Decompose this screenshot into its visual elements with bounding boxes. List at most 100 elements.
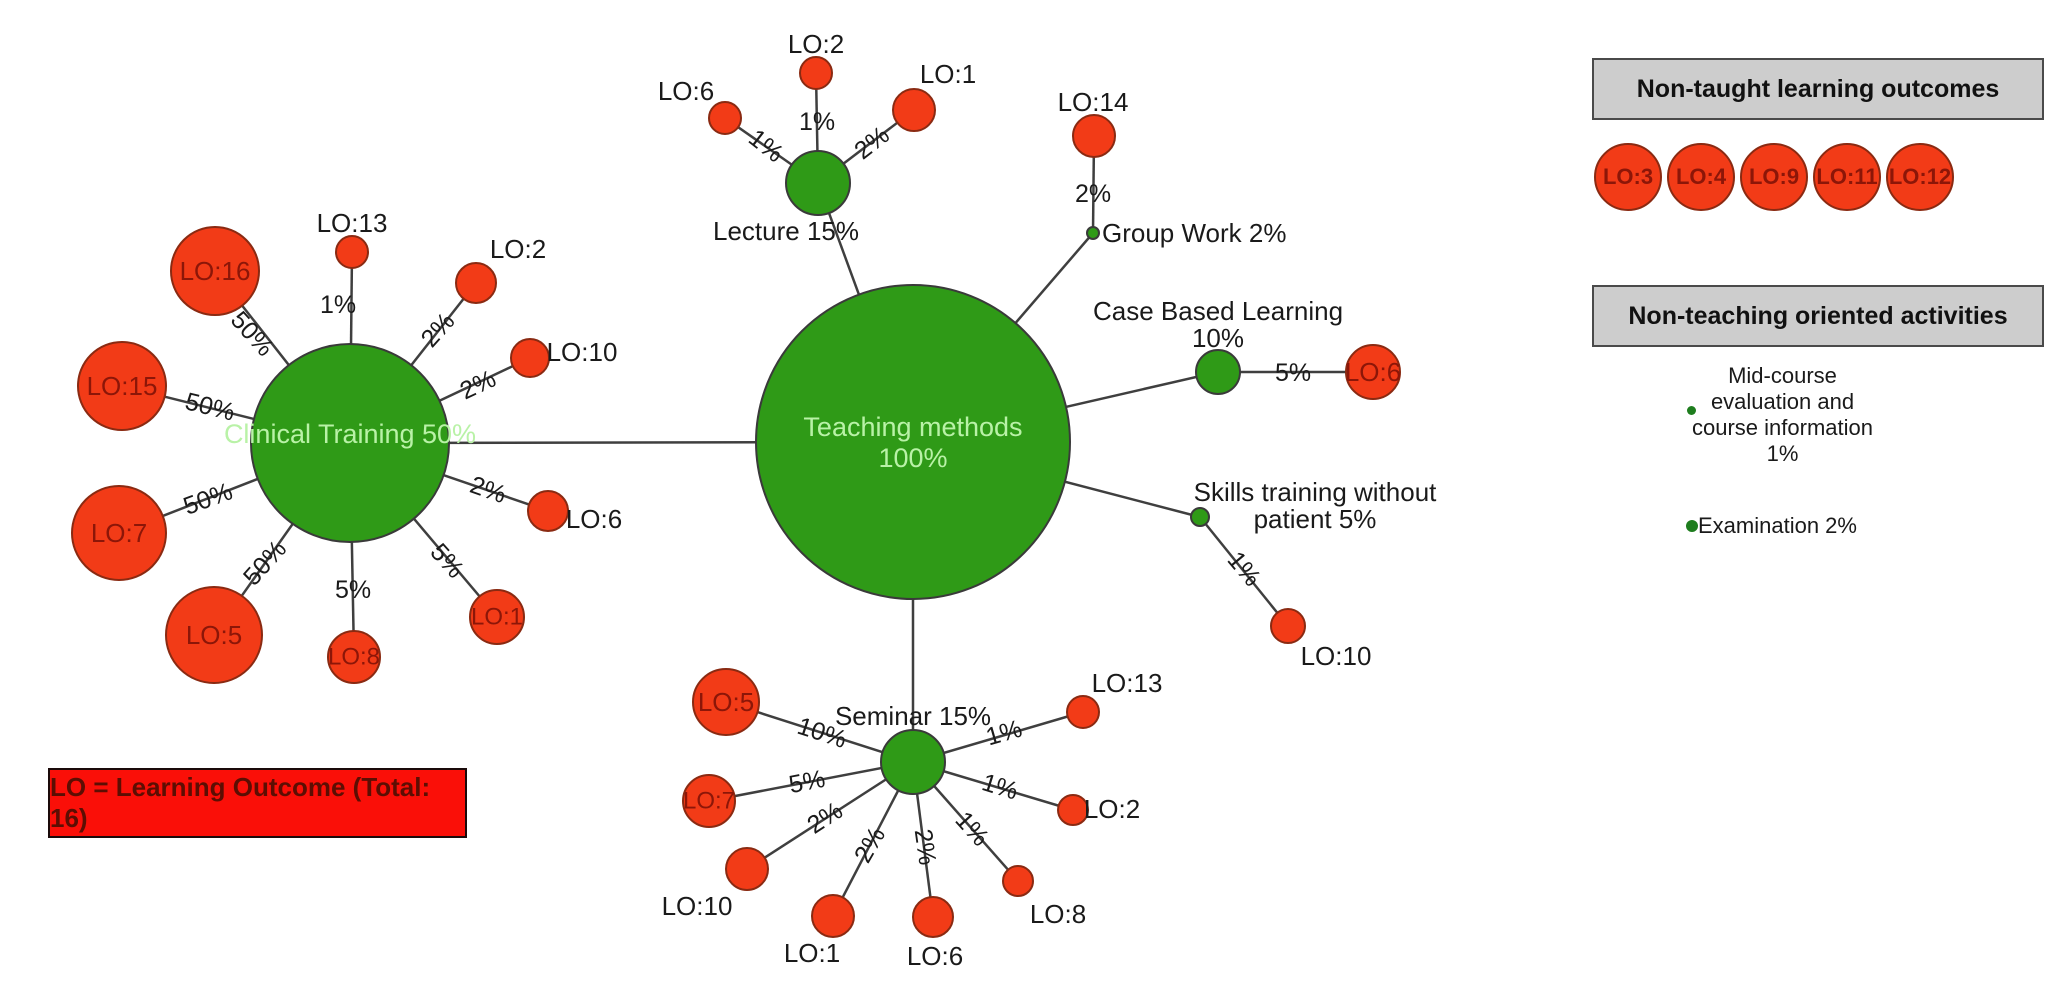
midcourse-label-line: Mid-course [1728,363,1837,388]
edge-percent-label: 5% [335,576,371,604]
node-label-c7: LO:7 [91,518,147,548]
edge-percent-label: 1% [320,291,356,319]
edge-seminar-s7 [708,760,914,803]
node-s13 [1066,695,1100,729]
legend-lo-chip: LO:12 [1886,143,1954,211]
node-c6l [527,490,569,532]
edge-percent-label: 2% [849,822,891,867]
midcourse-label-line: course information [1692,415,1873,440]
node-t2 [799,56,833,90]
node-lecture [785,150,851,216]
edge-percent-label: 2% [1075,180,1111,208]
node-s10 [725,847,769,891]
node-label-t2: LO:2 [788,29,844,59]
node-label-skills: Skills training without [1194,477,1438,507]
legend-non-teaching-header: Non-teaching oriented activities [1592,285,2044,347]
edge-percent-label: 5% [1275,359,1311,387]
node-label-skills: patient 5% [1254,504,1377,534]
node-label-s5: LO:5 [698,687,754,717]
examination-item: Examination 2% [1686,513,1857,539]
edge-percent-label: 2% [416,307,461,353]
node-label-c10: LO:10 [547,337,618,367]
edge-percent-label: 2% [849,121,895,165]
node-casebased [1195,349,1241,395]
legend-lo-chip: LO:9 [1740,143,1808,211]
edge-percent-label: 2% [909,827,942,867]
edge-percent-label: 2% [802,796,848,839]
legend-lo-chip: LO:11 [1813,143,1881,211]
node-teaching [755,284,1071,600]
edge-percent-label: 5% [787,765,828,799]
node-label-s1: LO:1 [784,938,840,968]
midcourse-label: Mid-course evaluation and course informati… [1660,363,1905,467]
edge-percent-label: 50% [180,477,237,520]
node-label-c2: LO:2 [490,234,546,264]
node-label-s10: LO:10 [662,891,733,921]
legend-lo-chip: LO:4 [1667,143,1735,211]
legend-non-taught-items: LO:3 LO:4 LO:9 LO:11 LO:12 [1594,143,1954,211]
midcourse-label-line: 1% [1766,441,1799,466]
node-label-t14: LO:14 [1058,87,1129,117]
node-clinical [250,343,450,543]
node-c1l [469,589,525,645]
node-cb6 [1345,344,1401,400]
node-label-teaching: 100% [878,443,947,473]
legend-non-teaching-title: Non-teaching oriented activities [1628,301,2008,330]
node-t14 [1072,114,1116,158]
node-s6 [912,896,954,938]
node-seminar [880,729,946,795]
node-c8 [327,630,381,684]
node-s8 [1002,865,1034,897]
node-label-teaching: Teaching methods [803,412,1022,442]
midcourse-label-line: evaluation and [1710,389,1855,414]
node-skills [1190,507,1210,527]
edge-skills-sk10 [1199,516,1289,627]
node-c16 [170,226,260,316]
edge-percent-label: 2% [466,471,509,509]
legend-lo-chip: LO:3 [1594,143,1662,211]
node-s5 [692,668,760,736]
edge-percent-label: 1% [743,124,789,168]
node-label-groupwork: Group Work 2% [1102,218,1286,248]
edge-percent-label: 2% [456,365,501,406]
legend-non-taught-header: Non-taught learning outcomes [1592,58,2044,120]
examination-label: Examination 2% [1698,513,1857,538]
node-c7 [71,485,167,581]
node-t1 [892,88,936,132]
node-label-cb6: LO:6 [1345,357,1401,387]
node-label-s8: LO:8 [1030,899,1086,929]
lo-note-label: LO = Learning Outcome (Total: 16) [50,772,431,833]
node-label-s6: LO:6 [907,941,963,971]
node-label-c16: LO:16 [180,256,251,286]
midcourse-dot-icon [1687,406,1696,415]
edge-percent-label: 50% [225,306,279,362]
node-s1 [811,894,855,938]
node-label-s13: LO:13 [1092,668,1163,698]
node-label-t6: LO:6 [658,76,714,106]
node-label-casebased: 10% [1192,323,1244,353]
node-sk10 [1270,608,1306,644]
node-c10 [510,338,550,378]
edge-percent-label: 1% [799,108,835,136]
node-c5 [165,586,263,684]
node-label-clinical: Clinical Training 50% [224,419,476,449]
node-label-c13: LO:13 [317,208,388,238]
node-label-c8: LO:8 [328,644,380,671]
node-label-s2: LO:2 [1084,794,1140,824]
node-groupwork [1086,226,1100,240]
node-label-c5: LO:5 [186,620,242,650]
node-label-c6l: LO:6 [566,504,622,534]
node-label-seminar: Seminar 15% [835,701,991,731]
node-c2 [455,262,497,304]
examination-dot-icon [1686,520,1698,532]
legend-non-taught-title: Non-taught learning outcomes [1636,74,2000,103]
node-label-sk10: LO:10 [1301,641,1372,671]
node-label-casebased: Case Based Learning [1093,296,1343,326]
edge-percent-label: 50% [238,535,292,591]
node-label-lecture: Lecture 15% [713,216,859,246]
node-label-c15: LO:15 [87,371,158,401]
edge-percent-label: 1% [979,768,1022,805]
node-c15 [77,341,167,431]
node-label-c1l: LO:1 [471,604,523,631]
